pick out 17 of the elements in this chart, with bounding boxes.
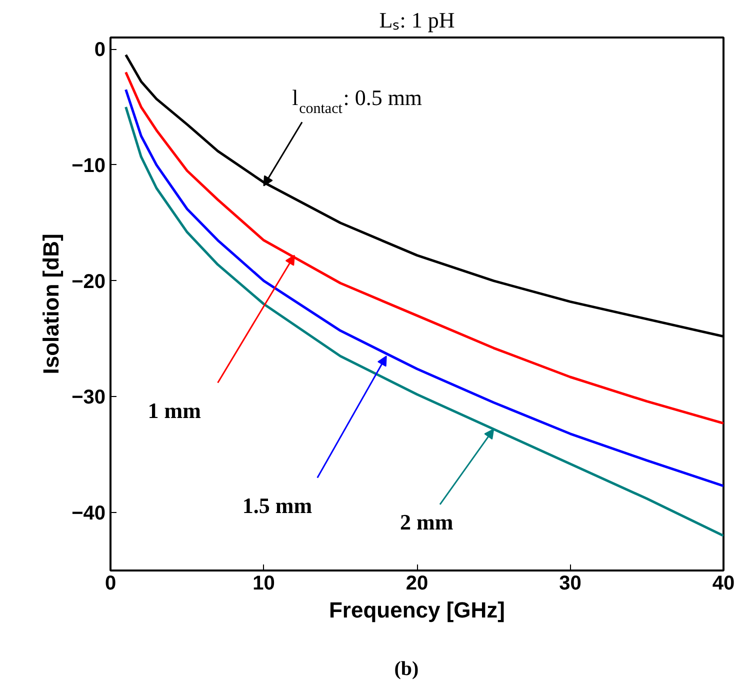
y-tick-label: −40 xyxy=(72,502,106,525)
y-tick-label: 0 xyxy=(94,39,106,62)
annotation: 1.5 mm xyxy=(242,492,312,518)
y-tick-label: −30 xyxy=(72,386,106,409)
line-series xyxy=(124,71,724,425)
y-tick-label: −20 xyxy=(72,270,106,293)
x-tick-label: 40 xyxy=(712,572,735,594)
annotation: 2 mm xyxy=(400,509,454,534)
x-tick-label: 20 xyxy=(406,572,428,594)
annotation: 1 mm xyxy=(148,398,201,423)
y-tick-label: −10 xyxy=(72,154,106,177)
y-axis-title: Isolation [dB] xyxy=(38,234,64,374)
x-axis-title: Frequency [GHz] xyxy=(328,598,506,622)
x-tick-label: 10 xyxy=(252,572,275,594)
text: (b) xyxy=(394,657,419,682)
x-tick-label: 30 xyxy=(559,572,582,594)
chart-title: Lₛ: 1 pH xyxy=(379,8,455,32)
